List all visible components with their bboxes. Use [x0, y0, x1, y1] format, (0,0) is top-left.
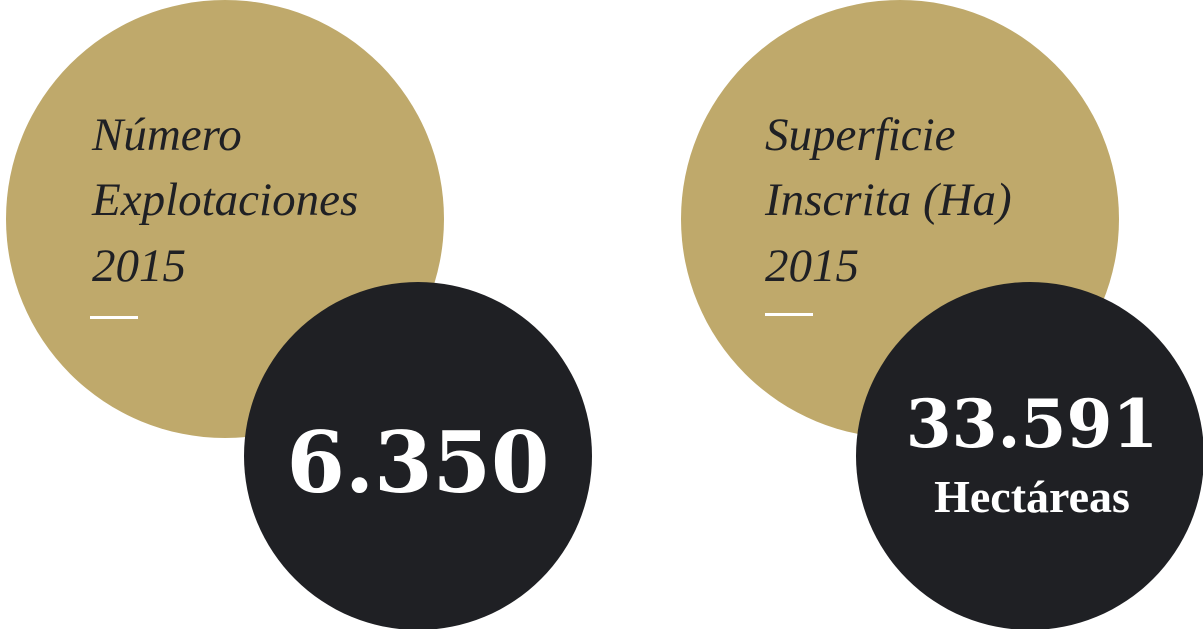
label-line: 2015 — [92, 240, 186, 292]
divider — [90, 316, 138, 319]
label-line: Inscrita (Ha) — [764, 174, 1012, 226]
label-line: Explotaciones — [91, 174, 358, 226]
value: 6.350 — [286, 413, 549, 512]
value: 33.591 — [906, 385, 1159, 463]
divider — [765, 313, 813, 316]
stat-card: Número Explotaciones 2015 6.350 — [6, 0, 592, 629]
label-line: Número — [91, 109, 242, 161]
stat-card: Superficie Inscrita (Ha) 2015 33.591 Hec… — [681, 0, 1203, 629]
unit: Hectáreas — [934, 471, 1130, 522]
black-circle — [244, 282, 592, 629]
label-line: 2015 — [765, 240, 859, 292]
black-circle — [856, 282, 1203, 629]
label-line: Superficie — [765, 109, 956, 161]
